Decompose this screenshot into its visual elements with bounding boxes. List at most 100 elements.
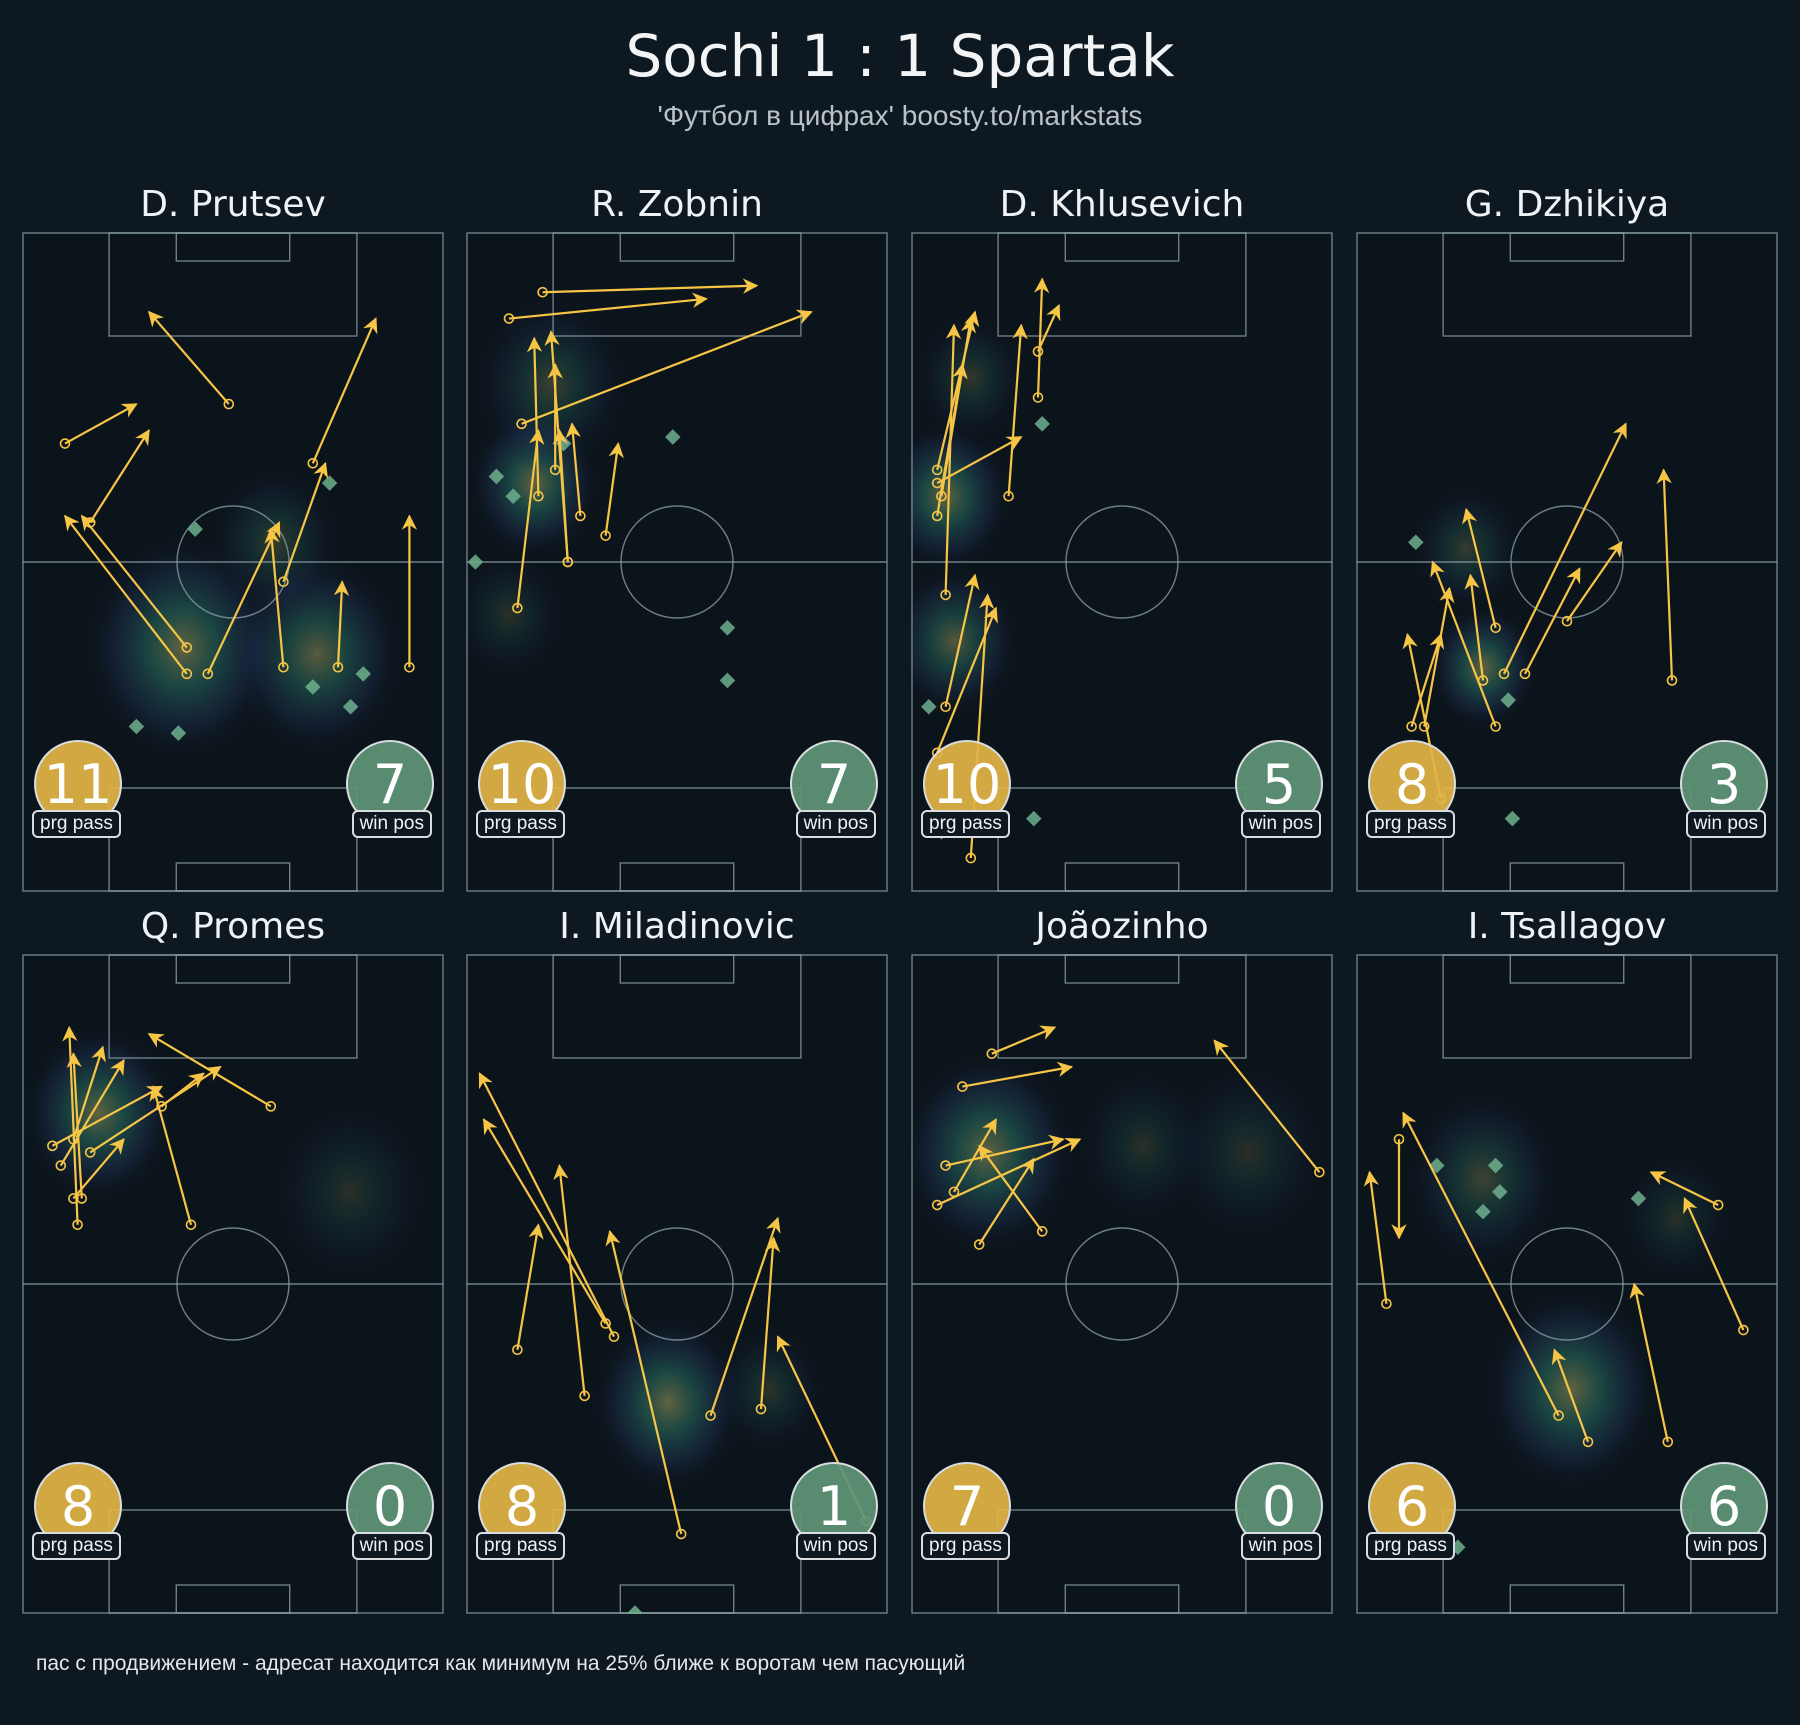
goal-area-bottom	[1064, 862, 1180, 892]
pass-origin-marker	[1666, 675, 1678, 686]
goal-area-bottom	[619, 862, 735, 892]
player-panel: D. Prutsev 11 7 prg pass win pos	[22, 184, 444, 892]
pass-origin-marker	[608, 1331, 620, 1342]
progressive-pass-arrow	[1036, 303, 1061, 352]
prg-pass-label: prg pass	[476, 810, 565, 838]
goal-area-bottom	[619, 1584, 735, 1614]
player-name: Joãozinho	[1035, 906, 1209, 947]
win-position-marker	[719, 620, 736, 636]
progressive-pass-arrow	[59, 1058, 125, 1167]
progressive-pass-arrow	[978, 1144, 1044, 1233]
progressive-pass-arrow	[521, 309, 813, 425]
pass-origin-marker	[1738, 1324, 1749, 1336]
goal-area-top	[175, 954, 291, 984]
prg-pass-label: prg pass	[921, 810, 1010, 838]
goal-area-top	[1064, 232, 1180, 262]
progressive-pass-arrow	[565, 422, 582, 517]
pass-origin-marker	[223, 398, 235, 410]
goal-area-top	[175, 232, 291, 262]
density-blob	[1171, 1064, 1325, 1241]
pass-origin-marker	[185, 1219, 197, 1231]
pass-origin-marker	[516, 418, 527, 430]
player-name: R. Zobnin	[591, 184, 763, 225]
progressive-pass-arrow	[516, 428, 545, 609]
goal-area-top	[1509, 232, 1625, 262]
pass-origin-marker	[84, 1147, 96, 1158]
pass-origin-marker	[47, 1140, 58, 1152]
density-blob	[714, 1326, 824, 1453]
progressive-pass-arrow	[72, 1138, 125, 1200]
player-name: Q. Promes	[140, 906, 326, 947]
pass-origin-marker	[957, 1081, 968, 1092]
pass-origin-marker	[948, 1186, 960, 1198]
player-panel: Joãozinho 7 0 prg pass win pos	[911, 906, 1333, 1614]
center-circle	[620, 505, 734, 619]
goal-area-top	[619, 232, 735, 262]
pass-origin-marker	[549, 464, 561, 476]
progressive-pass-arrow	[1363, 1170, 1388, 1304]
progressive-pass-arrow	[478, 1072, 615, 1338]
density-blob	[474, 296, 628, 473]
win-pos-label: win pos	[351, 1532, 432, 1560]
player-name: D. Prutsev	[140, 184, 326, 225]
player-panel: R. Zobnin 10 7 prg pass win pos	[466, 184, 888, 892]
pass-origin-marker	[72, 1219, 83, 1231]
density-blob	[1411, 486, 1521, 612]
pass-origin-marker	[332, 661, 344, 673]
win-position-marker	[627, 1605, 643, 1614]
prg-pass-label: prg pass	[476, 1532, 565, 1560]
pass-origin-marker	[600, 1318, 611, 1329]
player-panel: Q. Promes 8 0 prg pass win pos	[22, 906, 444, 1614]
win-pos-label: win pos	[795, 1532, 876, 1560]
pass-origin-marker	[1582, 1436, 1594, 1448]
pass-origin-marker	[68, 1193, 79, 1204]
pass-origin-marker	[181, 668, 193, 680]
page-title: Sochi 1 : 1 Spartak	[625, 22, 1175, 90]
progressive-pass-arrow	[80, 514, 188, 649]
player-panel: G. Dzhikiya 8 3 prg pass win pos	[1356, 184, 1778, 892]
pass-origin-marker	[940, 589, 951, 601]
density-blob	[1077, 1070, 1209, 1222]
progressive-pass-arrow	[482, 1118, 607, 1325]
pass-origin-marker	[1314, 1166, 1325, 1178]
progressive-pass-arrow	[1034, 277, 1050, 398]
win-pos-label: win pos	[1685, 1532, 1766, 1560]
progressive-pass-arrow	[759, 1236, 781, 1410]
density-blob	[592, 1314, 746, 1491]
pass-origin-marker	[1519, 668, 1531, 680]
progressive-pass-arrow	[1629, 1282, 1669, 1443]
pass-origin-marker	[986, 1048, 998, 1059]
pass-origin-marker	[931, 477, 943, 489]
goal-area-bottom	[1064, 1584, 1180, 1614]
progressive-pass-arrow	[333, 580, 350, 668]
win-pos-label: win pos	[1240, 810, 1321, 838]
pass-origin-marker	[562, 556, 574, 568]
pass-origin-marker	[575, 510, 586, 522]
pass-origin-marker	[181, 642, 193, 653]
density-blob	[274, 1103, 428, 1280]
pass-origin-marker	[600, 530, 611, 541]
progressive-pass-arrow	[944, 323, 962, 595]
progressive-pass-arrow	[991, 1025, 1057, 1055]
pass-origin-marker	[512, 602, 523, 614]
progressive-pass-arrow	[526, 336, 543, 497]
pass-origin-marker	[1032, 346, 1044, 357]
density-blob	[466, 551, 564, 678]
win-position-marker	[305, 679, 321, 695]
progressive-pass-arrow	[149, 1085, 193, 1226]
pass-origin-marker	[404, 661, 415, 673]
pass-origin-marker	[512, 1344, 523, 1356]
page-subtitle: 'Футбол в цифрах' boosty.to/markstats	[657, 100, 1143, 131]
pass-origin-marker	[1406, 721, 1417, 732]
center-circle	[1065, 1227, 1179, 1341]
progressive-pass-arrow	[508, 292, 708, 320]
progressive-pass-arrow	[160, 1072, 205, 1108]
pass-origin-marker	[278, 661, 289, 673]
progressive-pass-arrow	[1007, 323, 1028, 497]
progressive-pass-arrow	[1649, 1171, 1719, 1207]
progressive-pass-arrow	[1402, 1111, 1560, 1417]
win-position-marker	[488, 468, 505, 485]
progressive-pass-arrow	[936, 1138, 1082, 1207]
progressive-pass-arrow	[936, 436, 1023, 485]
